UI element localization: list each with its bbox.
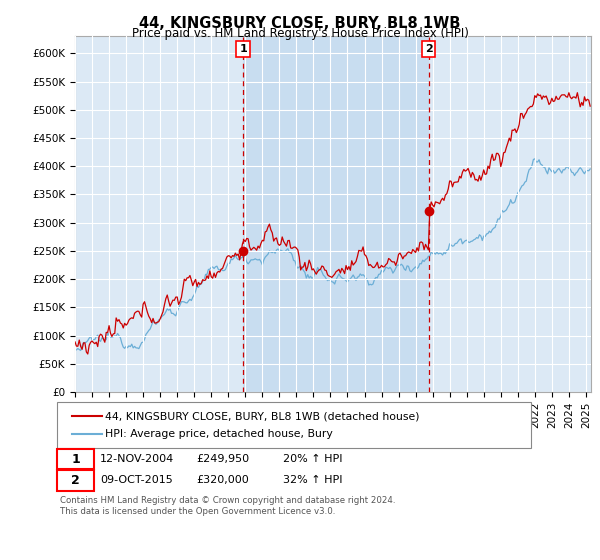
Text: £320,000: £320,000 [196, 475, 249, 486]
Text: 2: 2 [71, 474, 80, 487]
Text: 44, KINGSBURY CLOSE, BURY, BL8 1WB (detached house): 44, KINGSBURY CLOSE, BURY, BL8 1WB (deta… [105, 411, 419, 421]
Text: 2: 2 [425, 44, 433, 54]
Text: Price paid vs. HM Land Registry's House Price Index (HPI): Price paid vs. HM Land Registry's House … [131, 27, 469, 40]
Text: 32% ↑ HPI: 32% ↑ HPI [283, 475, 343, 486]
Text: 12-NOV-2004: 12-NOV-2004 [100, 454, 175, 464]
Text: 1: 1 [71, 452, 80, 466]
Text: Contains HM Land Registry data © Crown copyright and database right 2024.
This d: Contains HM Land Registry data © Crown c… [60, 496, 395, 516]
Bar [243, 36, 429, 392]
Text: 20% ↑ HPI: 20% ↑ HPI [283, 454, 343, 464]
Text: 09-OCT-2015: 09-OCT-2015 [100, 475, 173, 486]
Text: 1: 1 [239, 44, 247, 54]
Text: HPI: Average price, detached house, Bury: HPI: Average price, detached house, Bury [105, 429, 333, 439]
Text: £249,950: £249,950 [196, 454, 250, 464]
Text: 44, KINGSBURY CLOSE, BURY, BL8 1WB: 44, KINGSBURY CLOSE, BURY, BL8 1WB [139, 16, 461, 31]
